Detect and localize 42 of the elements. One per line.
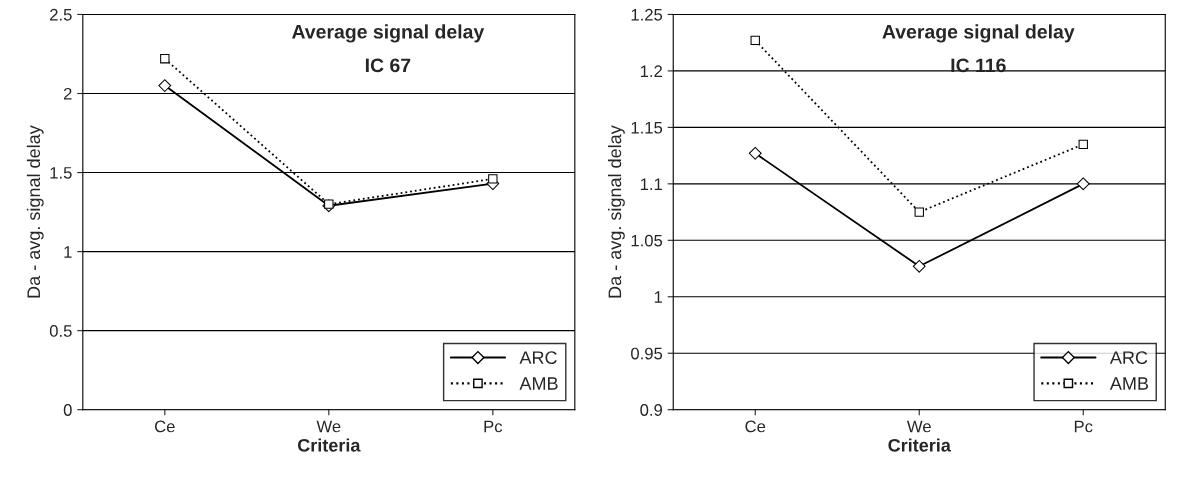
x-tick-label: Ce — [155, 420, 175, 433]
text: IC 116 — [951, 58, 1006, 73]
chart-title: Average signal delay — [291, 24, 485, 43]
y-tick-label: 1.05 — [631, 234, 663, 247]
y-tick-label: 0.5 — [49, 325, 72, 337]
y-tick-label: 2.5 — [50, 8, 72, 21]
legend-label: AMB — [1109, 377, 1149, 390]
y-tick-label: 0.95 — [631, 347, 663, 360]
x-axis-title: Criteria — [297, 438, 361, 452]
point — [158, 79, 172, 93]
point — [748, 146, 762, 160]
legend-label: AMB — [519, 377, 558, 390]
x-tick-label: Ce — [745, 420, 766, 433]
x-axis-title: Criteria — [888, 438, 951, 452]
y-tick-label: 1.15 — [631, 121, 663, 134]
y-axis-title: Da - avg. signal delay — [608, 125, 625, 298]
y-tick-label: 1 — [64, 246, 72, 258]
y-tick-label: 1.25 — [631, 8, 663, 21]
x-tick-label: We — [316, 420, 341, 433]
point — [1078, 139, 1088, 150]
y-tick-label: 1.2 — [640, 65, 662, 77]
x-tick-label: Pc — [1074, 420, 1093, 433]
legend-label: ARC — [519, 351, 557, 365]
y-tick-label: 0.9 — [640, 404, 663, 416]
point — [488, 174, 498, 184]
point — [324, 199, 334, 209]
point — [914, 207, 924, 217]
y-tick-label: 1.1 — [640, 178, 663, 190]
point — [160, 54, 170, 64]
x-tick-label: We — [906, 420, 931, 433]
chart-title: Average signal delay — [882, 24, 1075, 43]
y-tick-label: 2 — [63, 87, 72, 100]
point — [912, 259, 926, 273]
y-axis-title: Da - avg. signal delay — [26, 125, 44, 298]
point — [1076, 177, 1090, 191]
x-tick-label: Pc — [484, 420, 503, 433]
legend-label: ARC — [1109, 351, 1148, 365]
y-tick-label: 0 — [63, 404, 72, 416]
y-tick-label: 1.5 — [50, 167, 72, 179]
text: IC 67 — [365, 58, 411, 73]
point — [750, 35, 760, 46]
y-tick-label: 1 — [654, 291, 663, 303]
